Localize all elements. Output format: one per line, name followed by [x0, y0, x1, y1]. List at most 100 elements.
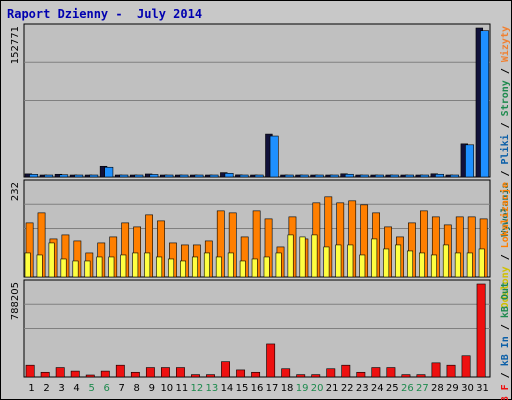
bar-odslony-4	[60, 258, 67, 278]
legend-part-hits-1: /	[500, 164, 511, 182]
x-tick-24: 24	[371, 383, 384, 394]
bar-files-28	[435, 173, 444, 178]
bar-files-13	[209, 174, 219, 178]
legend-part-hits-2: Pliki	[499, 134, 511, 164]
bar-odslony-24	[299, 236, 306, 278]
x-tick-2: 2	[43, 383, 49, 394]
x-tick-31: 31	[476, 383, 489, 394]
x-tick-15: 15	[236, 383, 249, 394]
bar-files-5	[89, 174, 99, 178]
x-tick-13: 13	[206, 383, 219, 394]
x-tick-8: 8	[134, 383, 140, 394]
bar-odslony-23	[287, 234, 294, 278]
bar-files-30	[465, 144, 475, 178]
legend-part-kbytes-2: kB In	[500, 336, 511, 366]
bar-kbf-14	[221, 361, 230, 378]
bar-odslony-18	[227, 252, 234, 278]
bar-files-18	[284, 174, 294, 178]
bar-odslony-32	[395, 244, 402, 278]
bar-files-29	[450, 174, 459, 178]
bar-odslony-26	[323, 246, 330, 278]
x-tick-10: 10	[160, 383, 173, 394]
bar-odslony-20	[251, 258, 258, 278]
bar-kbf-24	[371, 367, 381, 378]
legend-part-kbytes-0: kB F	[500, 384, 511, 400]
bar-kbf-11	[176, 367, 185, 378]
legend-visits: Odsłony / Lokalizacje	[499, 182, 511, 308]
legend-part-visits-1: /	[500, 248, 511, 266]
bar-odslony-3	[48, 242, 55, 278]
bar-files-22	[344, 173, 354, 178]
bar-files-2	[44, 174, 54, 178]
x-tick-7: 7	[119, 383, 125, 394]
bar-files-25	[389, 174, 399, 178]
bar-kbf-30	[461, 355, 471, 378]
x-tick-17: 17	[266, 383, 279, 394]
x-tick-5: 5	[88, 383, 94, 394]
bar-odslony-37	[454, 252, 461, 278]
bar-kbf-10	[160, 367, 170, 378]
bar-odslony-34	[419, 252, 425, 278]
bar-kbf-26	[401, 374, 411, 378]
bar-odslony-17	[215, 256, 222, 278]
bar-kbf-27	[416, 374, 426, 378]
x-tick-29: 29	[446, 383, 459, 394]
bar-odslony-33	[407, 250, 414, 278]
x-tick-20: 20	[311, 383, 324, 394]
bar-odslony-25	[311, 234, 318, 278]
bar-files-26	[405, 174, 414, 178]
bar-kbf-17	[266, 343, 276, 378]
x-tick-9: 9	[149, 383, 155, 394]
ymax-label-kbytes: 788205	[10, 282, 21, 320]
bar-odslony-38	[466, 252, 473, 278]
bar-kbf-29	[446, 364, 456, 378]
bar-kbf-7	[115, 364, 125, 378]
x-tick-16: 16	[251, 383, 264, 394]
x-tick-23: 23	[356, 383, 369, 394]
bar-odslony-27	[335, 244, 342, 278]
bar-files-31	[480, 30, 490, 178]
x-tick-6: 6	[103, 383, 109, 394]
bar-odslony-14	[180, 260, 187, 278]
x-tick-30: 30	[461, 383, 474, 394]
bar-odslony-8	[108, 256, 115, 278]
bar-kbf-1	[25, 364, 35, 378]
x-tick-27: 27	[416, 383, 429, 394]
bar-kbf-28	[431, 362, 441, 378]
bar-odslony-10	[132, 252, 139, 278]
ymax-label-visits: 232	[10, 182, 21, 201]
x-tick-18: 18	[281, 383, 294, 394]
bar-odslony-21	[263, 256, 270, 278]
bar-files-11	[179, 174, 189, 178]
legend-part-visits-0: Odsłony	[500, 266, 511, 308]
x-tick-25: 25	[386, 383, 399, 394]
bar-files-16	[254, 174, 264, 178]
bar-odslony-7	[96, 256, 103, 278]
legend-part-hits-6: Wizyty	[499, 26, 511, 62]
x-tick-21: 21	[326, 383, 339, 394]
bar-kbf-3	[55, 367, 65, 378]
bar-odslony-22	[275, 252, 282, 278]
bar-kbf-13	[206, 374, 215, 378]
bar-files-10	[164, 174, 174, 178]
bar-odslony-12	[156, 256, 163, 278]
legend-hits: Wywołania / Pliki / Strony / Wizyty	[499, 26, 511, 237]
bar-files-3	[59, 174, 69, 178]
bar-kbf-31	[476, 283, 486, 378]
bar-odslony-31	[383, 248, 390, 278]
bar-odslony-6	[84, 260, 91, 278]
x-tick-1: 1	[28, 383, 34, 394]
bar-files-6	[104, 166, 114, 178]
bar-files-27	[420, 174, 429, 178]
bar-kbf-15	[236, 369, 246, 378]
bar-kbf-2	[40, 371, 50, 378]
bar-kbf-25	[386, 367, 396, 378]
bar-odslony-29	[359, 254, 366, 278]
bar-odslony-35	[430, 254, 437, 278]
x-tick-14: 14	[221, 383, 234, 394]
bar-kbf-4	[70, 370, 80, 378]
bar-odslony-36	[442, 244, 449, 278]
x-tick-22: 22	[341, 383, 354, 394]
bar-kbf-8	[130, 371, 140, 378]
bar-odslony-13	[168, 258, 175, 278]
